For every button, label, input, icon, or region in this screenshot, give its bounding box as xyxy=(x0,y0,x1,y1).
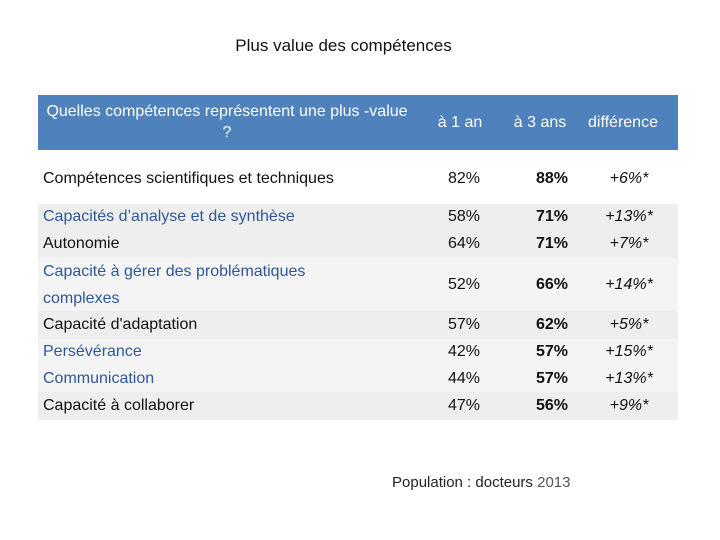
row-band xyxy=(38,392,678,420)
value-1-year: 44% xyxy=(447,370,481,387)
population-year: 2013 xyxy=(537,474,571,491)
value-3-years: 62% xyxy=(535,316,569,333)
row-label: Capacité d'adaptation xyxy=(43,316,198,333)
value-difference: +13%* xyxy=(605,208,653,225)
value-1-year: 47% xyxy=(447,397,481,414)
row-label: Autonomie xyxy=(43,235,120,252)
value-difference: +7%* xyxy=(609,235,649,252)
row-band xyxy=(38,258,678,311)
table-header: Quelles compétences représentent une plu… xyxy=(38,95,678,150)
value-3-years: 88% xyxy=(535,170,569,187)
value-difference: +13%* xyxy=(605,370,653,387)
population-label: Population : docteurs xyxy=(392,474,533,491)
value-difference: +15%* xyxy=(605,343,653,360)
value-3-years: 57% xyxy=(535,343,569,360)
header-question: Quelles compétences représentent une plu… xyxy=(46,103,408,141)
value-3-years: 66% xyxy=(535,276,569,293)
row-band xyxy=(38,204,678,258)
value-1-year: 64% xyxy=(447,235,481,252)
value-difference: +9%* xyxy=(609,397,649,414)
row-label: Communication xyxy=(43,370,155,387)
population-note: Population : docteurs 2013 xyxy=(392,474,570,491)
row-label: Compétences scientifiques et techniques xyxy=(43,170,334,187)
value-1-year: 52% xyxy=(447,276,481,293)
value-1-year: 82% xyxy=(447,170,481,187)
value-3-years: 71% xyxy=(535,208,569,225)
value-difference: +5%* xyxy=(609,316,649,333)
header-col-difference: différence xyxy=(588,114,658,131)
value-3-years: 56% xyxy=(535,397,569,414)
slide-title: Plus value des compétences xyxy=(235,36,452,55)
value-3-years: 57% xyxy=(535,370,569,387)
header-col-3-years: à 3 ans xyxy=(513,114,567,131)
value-1-year: 57% xyxy=(447,316,481,333)
value-3-years: 71% xyxy=(535,235,569,252)
value-1-year: 58% xyxy=(447,208,481,225)
header-col-1-year: à 1 an xyxy=(437,114,483,131)
row-label: Persévérance xyxy=(43,343,142,360)
row-label: Capacités d’analyse et de synthèse xyxy=(43,208,295,225)
row-label: Capacité à gérer des problématiques comp… xyxy=(43,263,306,307)
value-1-year: 42% xyxy=(447,343,481,360)
row-band xyxy=(38,311,678,339)
row-label: Capacité à collaborer xyxy=(43,397,195,414)
value-difference: +6%* xyxy=(609,170,649,187)
value-difference: +14%* xyxy=(605,276,653,293)
row-band xyxy=(38,339,678,392)
